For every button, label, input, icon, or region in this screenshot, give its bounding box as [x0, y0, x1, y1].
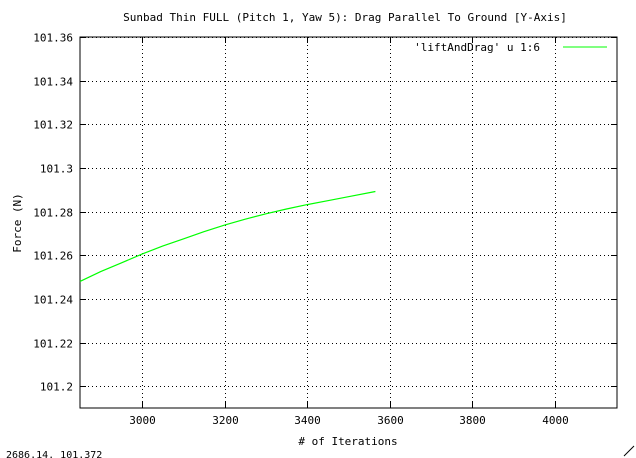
chart-title: Sunbad Thin FULL (Pitch 1, Yaw 5): Drag …	[123, 11, 567, 24]
y-tick-label: 101.2	[40, 381, 73, 394]
y-tick-label: 101.26	[33, 250, 73, 263]
series-line	[79, 190, 376, 282]
grid	[80, 37, 617, 408]
x-tick-label: 4000	[542, 414, 569, 427]
y-tick-label: 101.22	[33, 338, 73, 351]
resize-grip-icon[interactable]	[623, 445, 635, 457]
y-tick-label: 101.34	[33, 76, 73, 89]
legend-label: 'liftAndDrag' u 1:6	[414, 41, 540, 54]
y-tick-label: 101.28	[33, 207, 73, 220]
y-tick-label: 101.36	[33, 32, 73, 45]
legend: 'liftAndDrag' u 1:6	[414, 41, 607, 54]
x-tick-label: 3000	[129, 414, 156, 427]
y-axis-label: Force (N)	[11, 193, 24, 253]
axis-ticks: 101.2 101.22 101.24 101.26 101.28 101.3 101.32…	[33, 32, 617, 427]
x-axis-label: # of Iterations	[298, 435, 397, 448]
x-tick-label: 3600	[377, 414, 404, 427]
series-layer	[79, 190, 376, 282]
x-tick-label: 3400	[294, 414, 321, 427]
y-tick-label: 101.32	[33, 119, 73, 132]
x-tick-label: 3200	[212, 414, 239, 427]
mouse-coordinates: 2686.14, 101.372	[6, 450, 102, 458]
x-tick-label: 3800	[459, 414, 486, 427]
plot-frame	[79, 36, 618, 409]
y-tick-label: 101.24	[33, 294, 73, 307]
y-tick-label: 101.3	[40, 163, 73, 176]
